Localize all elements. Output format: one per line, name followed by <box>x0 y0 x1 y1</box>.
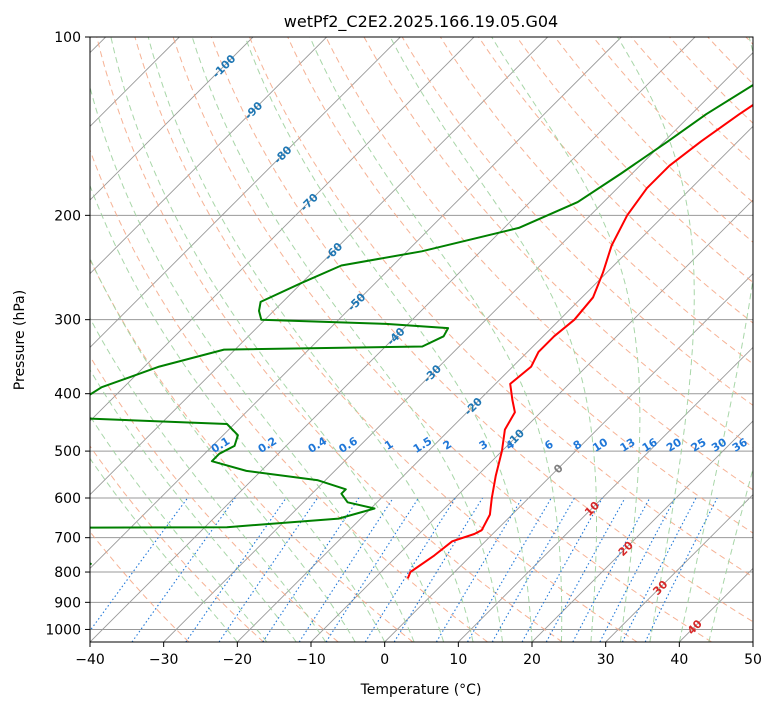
axes-layer: −40 −30 −20 −10 0 10 20 30 40 50 100 200 300 400 500 60… <box>45 30 762 668</box>
isotherm-line <box>90 37 622 569</box>
mixing-ratio-line <box>644 497 718 642</box>
dry-adiabat-line <box>172 37 712 642</box>
dry-adiabat-line <box>363 37 753 448</box>
isotherm-line <box>384 273 753 642</box>
x-tick-label: −10 <box>296 652 326 668</box>
mixing-ratio-line <box>545 497 626 642</box>
isotherm-line <box>90 37 254 201</box>
mixing-ratio-line <box>90 497 189 632</box>
temperature-profile-line <box>406 103 753 579</box>
moist-adiabat-line <box>90 317 327 642</box>
dry-adiabat-line <box>287 37 753 534</box>
moist-adiabat-line <box>191 37 503 642</box>
y-tick-label: 400 <box>54 387 81 403</box>
x-tick-label: 40 <box>670 652 688 668</box>
dry-adiabat-line <box>249 37 753 578</box>
mixing-ratio-line <box>393 497 483 642</box>
isotherm-line <box>90 37 548 496</box>
mixing-ratio-line <box>325 497 419 642</box>
moist-adiabat-line <box>90 85 415 642</box>
y-tick-label: 700 <box>54 531 81 547</box>
mixing-ratio-line <box>364 497 456 642</box>
moist-adiabat-line <box>389 37 597 642</box>
moist-adiabat-line <box>90 184 386 642</box>
moist-adiabat-line <box>616 37 695 642</box>
y-tick-label: 300 <box>54 313 81 329</box>
isotherm-line <box>163 52 753 642</box>
y-tick-label: 1000 <box>45 622 81 638</box>
series-layer <box>90 83 753 579</box>
mixing-ratio-line <box>262 497 360 642</box>
moist-adiabat-line <box>110 37 445 642</box>
dry-adiabat-line <box>96 37 563 642</box>
x-tick-label: 0 <box>380 652 389 668</box>
mixing-ratio-line <box>599 497 676 642</box>
isotherm-line <box>237 125 753 642</box>
x-tick-label: 30 <box>597 652 615 668</box>
dry-adiabat-line <box>516 37 753 283</box>
dry-adiabat-line <box>325 37 753 491</box>
moist-adiabat-line <box>90 415 268 642</box>
dewpoint-profile-line <box>90 83 753 566</box>
isotherm-line <box>605 494 753 642</box>
x-tick-label: 20 <box>523 652 541 668</box>
mixing-ratio-line <box>572 497 651 642</box>
x-tick-label: −20 <box>223 652 253 668</box>
moist-adiabat-line <box>147 37 474 642</box>
moist-adiabat-line <box>678 37 753 642</box>
x-tick-label: −40 <box>75 652 105 668</box>
plot-frame <box>89 36 754 643</box>
y-tick-label: 900 <box>54 595 81 611</box>
dry-adiabat-line <box>478 37 753 324</box>
isotherm-line <box>90 37 696 642</box>
moist-adiabat-line <box>90 257 356 642</box>
moist-adiabat-line <box>309 37 563 642</box>
mixing-ratio-line <box>185 497 287 642</box>
moist-adiabat-line <box>491 37 641 642</box>
x-tick-label: −30 <box>149 652 179 668</box>
mixing-ratio-line <box>298 497 394 642</box>
y-tick-label: 200 <box>54 208 81 224</box>
y-tick-label: 800 <box>54 565 81 581</box>
x-axis-label: Temperature (°C) <box>360 682 482 698</box>
dry-adiabat-line <box>210 37 753 623</box>
y-tick-label: 500 <box>54 444 81 460</box>
isotherm-line <box>310 199 753 642</box>
dry-adiabat-line <box>90 445 264 642</box>
dry-adiabat-line <box>401 37 753 406</box>
y-tick-label: 100 <box>54 30 81 46</box>
moist-adiabat-line <box>90 369 297 642</box>
dry-adiabat-line <box>134 37 638 642</box>
moist-adiabat-line <box>708 467 753 642</box>
moist-adiabat-line <box>244 37 533 642</box>
moist-adiabat-line <box>90 457 238 642</box>
mixing-ratio-line <box>621 497 697 642</box>
isotherm-line <box>90 37 327 275</box>
dry-adiabat-line <box>630 37 753 164</box>
isotherm-line <box>90 37 475 422</box>
mixing-ratio-line <box>521 497 603 642</box>
chart-title: wetPf2_C2E2.2025.166.19.05.G04 <box>284 12 558 32</box>
x-tick-label: 10 <box>449 652 467 668</box>
y-tick-label: 600 <box>54 491 81 507</box>
mixing-ratio-line <box>131 497 236 642</box>
y-axis-label: Pressure (hPa) <box>12 290 28 390</box>
x-tick-label: 50 <box>744 652 762 668</box>
dry-adiabat-line <box>90 258 414 642</box>
dry-adiabat-line <box>592 37 753 204</box>
